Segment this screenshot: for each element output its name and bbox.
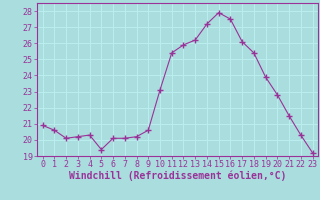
X-axis label: Windchill (Refroidissement éolien,°C): Windchill (Refroidissement éolien,°C) [69,171,286,181]
